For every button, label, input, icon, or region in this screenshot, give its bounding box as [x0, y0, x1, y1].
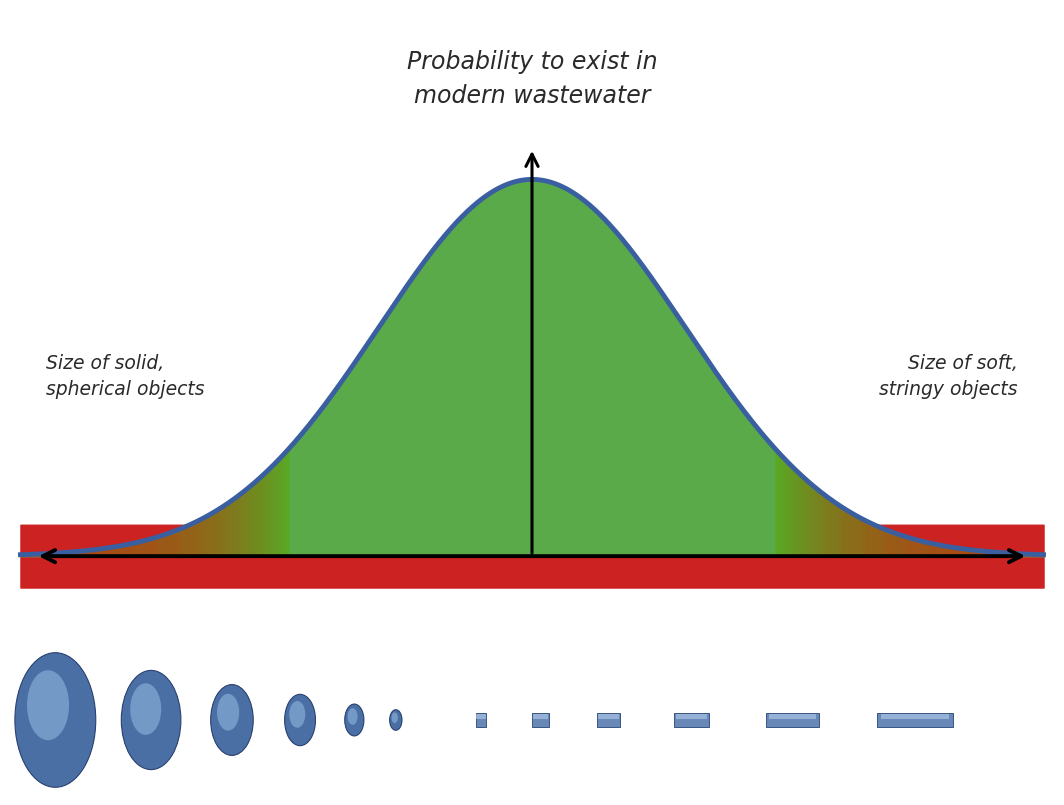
Ellipse shape — [130, 683, 162, 735]
Ellipse shape — [217, 694, 239, 731]
Text: Size of solid,
spherical objects: Size of solid, spherical objects — [46, 354, 204, 399]
Ellipse shape — [289, 701, 305, 728]
Bar — [877, 713, 953, 727]
Ellipse shape — [348, 708, 358, 724]
Bar — [597, 713, 620, 727]
Bar — [533, 714, 548, 720]
Ellipse shape — [285, 694, 315, 745]
Ellipse shape — [211, 684, 253, 755]
Ellipse shape — [392, 712, 398, 723]
Bar — [477, 714, 485, 720]
Bar — [766, 713, 819, 727]
Ellipse shape — [27, 671, 69, 740]
Bar — [881, 714, 949, 720]
Bar — [675, 713, 709, 727]
Text: Size of soft,
stringy objects: Size of soft, stringy objects — [880, 354, 1018, 399]
Ellipse shape — [121, 671, 181, 770]
Ellipse shape — [389, 710, 402, 730]
Bar — [769, 714, 816, 720]
Bar — [476, 713, 486, 727]
Bar — [598, 714, 619, 720]
Ellipse shape — [15, 653, 96, 787]
Text: Probability to exist in
modern wastewater: Probability to exist in modern wastewate… — [406, 50, 658, 108]
Bar — [676, 714, 708, 720]
Bar — [532, 713, 549, 727]
Ellipse shape — [345, 704, 364, 736]
